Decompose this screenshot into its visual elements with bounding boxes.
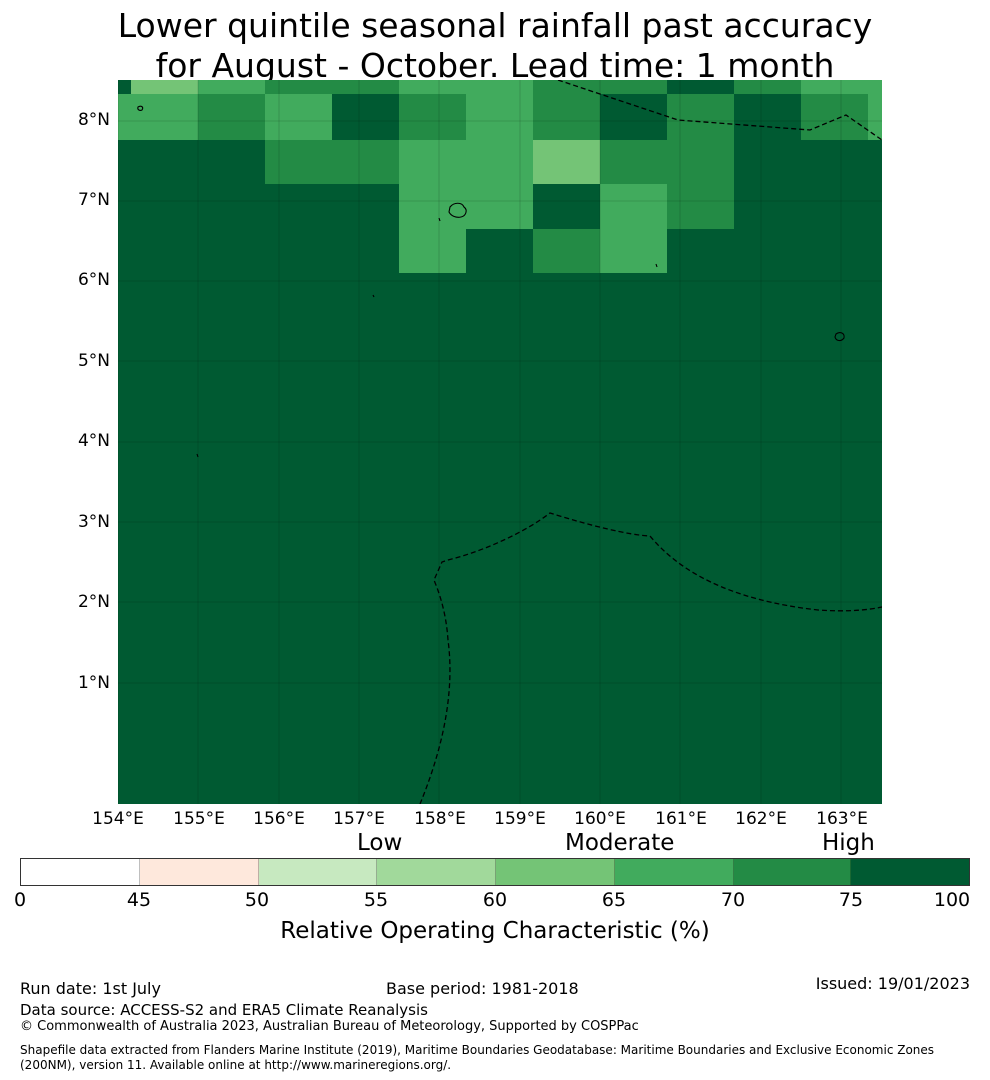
category-high: High bbox=[822, 830, 875, 856]
grid-cell bbox=[600, 229, 667, 273]
colorbar-segment-75-100 bbox=[851, 859, 969, 885]
grid-cell bbox=[399, 229, 466, 273]
map-overlay bbox=[118, 80, 882, 804]
colorbar-segment-55-60 bbox=[377, 859, 496, 885]
lat-label-8n: 8°N bbox=[77, 110, 110, 130]
lon-label-160e: 160°E bbox=[574, 809, 626, 829]
grid-cell bbox=[734, 80, 801, 94]
grid-cell bbox=[667, 94, 734, 140]
lon-label-154e: 154°E bbox=[92, 809, 144, 829]
graticule bbox=[118, 80, 882, 804]
copyright: © Commonwealth of Australia 2023, Austra… bbox=[20, 1019, 639, 1034]
title-line-2: for August - October. Lead time: 1 month bbox=[155, 46, 835, 85]
issued-date: Issued: 19/01/2023 bbox=[815, 974, 970, 993]
colorbar-tick-70: 70 bbox=[720, 889, 746, 911]
grid-cell bbox=[399, 94, 466, 140]
grid-cell bbox=[265, 94, 332, 140]
colorbar-segment-45-50 bbox=[139, 859, 259, 885]
grid-cell bbox=[868, 94, 882, 140]
grid-cell bbox=[533, 229, 600, 273]
colorbar-tick-60: 60 bbox=[482, 889, 508, 911]
lat-label-7n: 7°N bbox=[77, 190, 110, 210]
colorbar-tick-50: 50 bbox=[244, 889, 270, 911]
lon-label-162e: 162°E bbox=[735, 809, 787, 829]
grid-cell bbox=[118, 94, 198, 140]
title-line-1: Lower quintile seasonal rainfall past ac… bbox=[117, 6, 873, 45]
colorbar-tick-100: 100 bbox=[933, 889, 971, 911]
lat-label-6n: 6°N bbox=[77, 270, 110, 290]
eez-boundary bbox=[419, 80, 882, 804]
lat-label-1n: 1°N bbox=[77, 673, 110, 693]
lat-label-2n: 2°N bbox=[77, 592, 110, 612]
grid-cell bbox=[198, 80, 265, 94]
lon-label-156e: 156°E bbox=[253, 809, 305, 829]
base-period: Base period: 1981-2018 bbox=[386, 979, 579, 998]
grid-cell bbox=[600, 140, 734, 184]
lon-label-161e: 161°E bbox=[655, 809, 707, 829]
lon-label-157e: 157°E bbox=[333, 809, 385, 829]
grid-cell bbox=[399, 140, 533, 184]
lon-label-155e: 155°E bbox=[173, 809, 225, 829]
colorbar-segment-60-65 bbox=[496, 859, 615, 885]
colorbar-segment-65-70 bbox=[614, 859, 734, 885]
grid-cell bbox=[667, 184, 734, 229]
colorbar-tick-45: 45 bbox=[126, 889, 152, 911]
run-date: Run date: 1st July bbox=[20, 979, 161, 998]
chart-title: Lower quintile seasonal rainfall past ac… bbox=[0, 6, 990, 86]
colorbar-tick-65: 65 bbox=[601, 889, 627, 911]
colorbar-tick-75: 75 bbox=[838, 889, 864, 911]
data-source: Data source: ACCESS-S2 and ERA5 Climate … bbox=[20, 1001, 428, 1019]
lon-label-159e: 159°E bbox=[494, 809, 546, 829]
colorbar-segment-0-45 bbox=[21, 859, 140, 885]
grid-cell bbox=[399, 184, 533, 229]
category-low: Low bbox=[357, 830, 403, 856]
lat-label-5n: 5°N bbox=[77, 351, 110, 371]
grid-cell bbox=[198, 94, 265, 140]
island-outlines bbox=[137, 105, 845, 458]
grid-cell bbox=[801, 94, 868, 140]
grid-cell bbox=[265, 140, 399, 184]
grid-cell bbox=[131, 80, 198, 94]
grid-cell bbox=[399, 80, 533, 94]
colorbar-label: Relative Operating Characteristic (%) bbox=[280, 918, 710, 944]
lat-label-4n: 4°N bbox=[77, 431, 110, 451]
shapefile-credit-line-2: (200NM), version 11. Available online at… bbox=[20, 1058, 452, 1072]
shapefile-credit-line-1: Shapefile data extracted from Flanders M… bbox=[20, 1043, 935, 1057]
rainfall-accuracy-map bbox=[118, 80, 882, 804]
grid-cell bbox=[265, 80, 399, 94]
grid-cell bbox=[801, 80, 882, 94]
lon-label-163e: 163°E bbox=[816, 809, 868, 829]
lat-label-3n: 3°N bbox=[77, 512, 110, 532]
colorbar-tick-55: 55 bbox=[363, 889, 389, 911]
grid-cell bbox=[533, 94, 600, 140]
grid-cell bbox=[466, 94, 533, 140]
category-moderate: Moderate bbox=[565, 830, 675, 856]
colorbar-segment-50-55 bbox=[258, 859, 378, 885]
colorbar-tick-0: 0 bbox=[13, 889, 27, 911]
lon-label-158e: 158°E bbox=[414, 809, 466, 829]
colorbar-segment-70-75 bbox=[733, 859, 852, 885]
colorbar bbox=[20, 858, 970, 886]
grid-cell bbox=[600, 184, 667, 229]
grid-cell bbox=[533, 140, 600, 184]
